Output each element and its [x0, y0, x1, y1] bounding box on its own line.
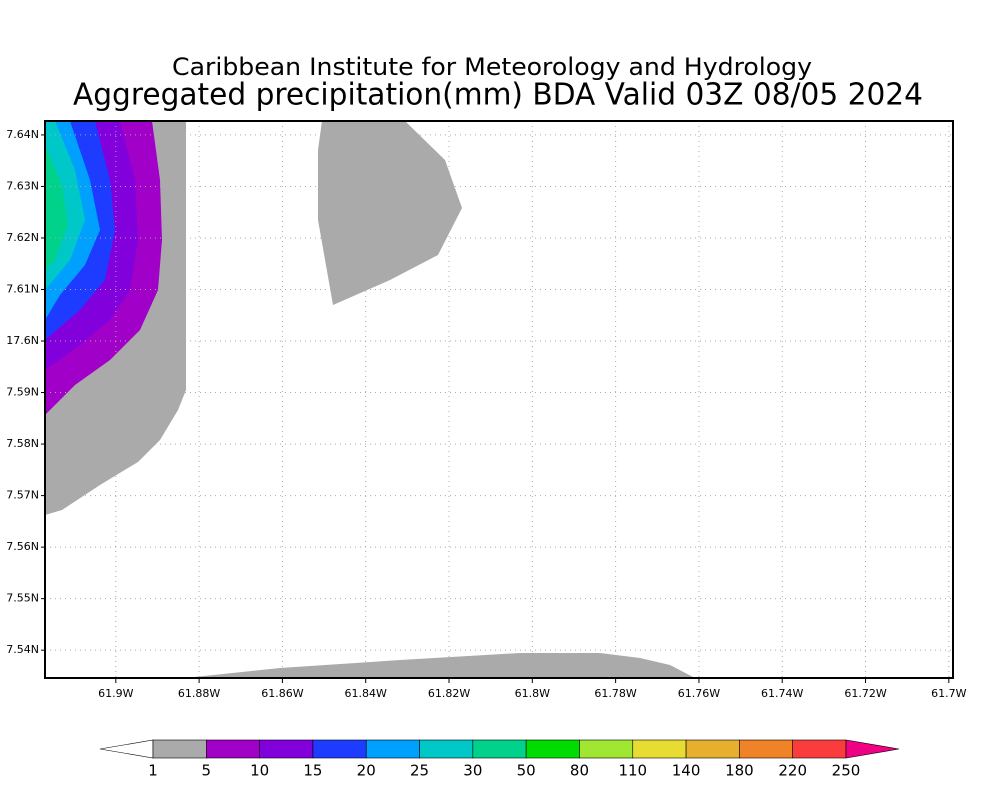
- y-tick-label: 7.64N: [6, 128, 39, 141]
- y-tick-label: 7.58N: [6, 437, 39, 450]
- colorbar-segment: [685, 739, 740, 759]
- y-tick-label: 7.57N: [6, 489, 39, 502]
- colorbar-segment: [206, 739, 260, 759]
- y-tick-label: 7.55N: [6, 592, 39, 605]
- colorbar-segment: [579, 739, 634, 759]
- colorbar-segment: [419, 739, 474, 759]
- contours: [45, 121, 695, 678]
- colorbar-label: 250: [832, 762, 861, 780]
- x-tick-label: 61.82W: [428, 687, 470, 700]
- colorbar-label: 25: [410, 762, 429, 780]
- x-tick-label: 61.84W: [345, 687, 387, 700]
- y-tick-label: 7.62N: [6, 231, 39, 244]
- colorbar-over: [845, 739, 900, 759]
- colorbar-label: 110: [618, 762, 647, 780]
- colorbar-label: 180: [725, 762, 754, 780]
- colorbar-label: 20: [357, 762, 376, 780]
- chart-title: Aggregated precipitation(mm) BDA Valid 0…: [73, 78, 923, 113]
- colorbar-label: 5: [202, 762, 212, 780]
- plot-frame: [44, 120, 954, 679]
- colorbar-label: 1: [148, 762, 158, 780]
- colorbar-label: 15: [303, 762, 322, 780]
- x-tick-label: 61.7W: [931, 687, 966, 700]
- colorbar-segment: [739, 739, 793, 759]
- colorbar-segment: [152, 739, 207, 759]
- y-tick-label: 7.61N: [6, 282, 39, 295]
- colorbar-label: 80: [570, 762, 589, 780]
- y-tick-label: 17.6N: [6, 334, 39, 347]
- colorbar-segment: [792, 739, 847, 759]
- x-tick-label: 61.8W: [515, 687, 550, 700]
- contour-fill: [45, 145, 68, 270]
- contour-fill: [185, 653, 695, 678]
- x-tick-label: 61.76W: [678, 687, 720, 700]
- colorbar-label: 220: [778, 762, 807, 780]
- colorbar-label: 10: [250, 762, 269, 780]
- x-tick-label: 61.74W: [761, 687, 803, 700]
- x-tick-label: 61.9W: [98, 687, 133, 700]
- y-tick-label: 7.56N: [6, 540, 39, 553]
- colorbar-segment: [632, 739, 687, 759]
- x-tick-label: 61.78W: [594, 687, 636, 700]
- y-tick-label: 7.54N: [6, 643, 39, 656]
- x-tick-label: 61.72W: [844, 687, 886, 700]
- colorbar-segment: [312, 739, 367, 759]
- y-tick-label: 7.63N: [6, 179, 39, 192]
- y-tick-label: 7.59N: [6, 386, 39, 399]
- colorbar-label: 50: [517, 762, 536, 780]
- colorbar-segment: [259, 739, 314, 759]
- colorbar-label: 30: [463, 762, 482, 780]
- contour-fill: [318, 121, 462, 305]
- chart-subtitle: Caribbean Institute for Meteorology and …: [172, 53, 812, 81]
- colorbar-under: [99, 739, 154, 759]
- x-tick-label: 61.88W: [178, 687, 220, 700]
- colorbar-label: 140: [672, 762, 701, 780]
- x-tick-label: 61.86W: [261, 687, 303, 700]
- colorbar-segment: [365, 739, 420, 759]
- colorbar-segment: [472, 739, 527, 759]
- colorbar-segment: [525, 739, 580, 759]
